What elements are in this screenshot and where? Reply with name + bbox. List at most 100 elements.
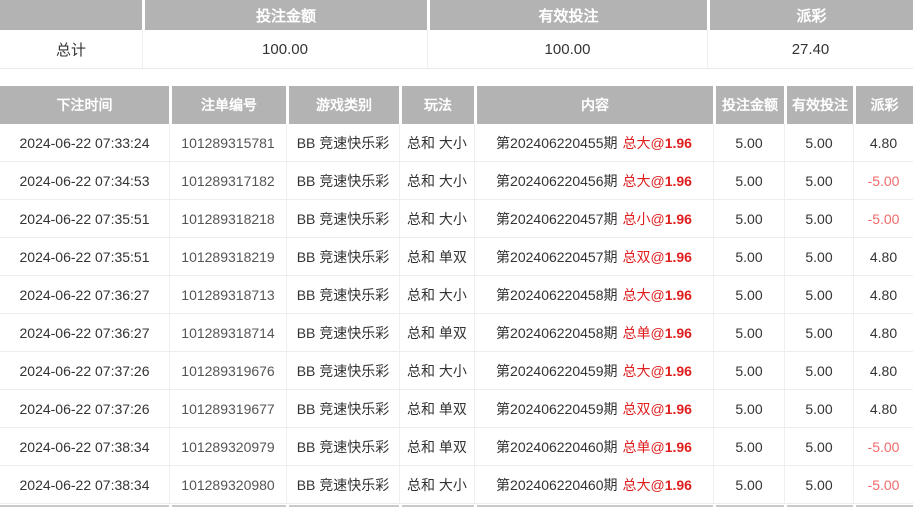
valid-bet-cell: 5.00	[784, 162, 853, 199]
summary-header-payout: 派彩	[707, 0, 913, 30]
column-header-play-type: 玩法	[399, 86, 474, 124]
table-row: 2024-06-22 07:35:51 101289318219 BB 竞速快乐…	[0, 238, 913, 276]
payout-cell: 4.80	[853, 390, 913, 427]
content-cell: 第202406220459期 总双 @ 1.96	[474, 390, 713, 427]
payout-cell: -5.00	[853, 466, 913, 503]
game-category-cell: BB 竞速快乐彩	[286, 124, 399, 161]
bet-records-header-row: 下注时间 注单编号 游戏类别 玩法 内容 投注金额 有效投注 派彩	[0, 86, 913, 124]
selection-label: 总单	[622, 324, 651, 341]
content-cell: 第202406220457期 总小 @ 1.96	[474, 200, 713, 237]
game-category-cell: BB 竞速快乐彩	[286, 428, 399, 465]
bet-amount-cell: 5.00	[713, 276, 784, 313]
valid-bet-cell: 5.00	[784, 390, 853, 427]
order-id-cell: 101289320980	[169, 466, 286, 503]
payout-cell: -5.00	[853, 162, 913, 199]
table-row: 2024-06-22 07:33:24 101289315781 BB 竞速快乐…	[0, 124, 913, 162]
bet-time-cell: 2024-06-22 07:37:26	[0, 390, 169, 427]
at-symbol: @	[650, 476, 665, 493]
valid-bet-cell: 5.00	[784, 200, 853, 237]
order-id-cell: 101289319677	[169, 390, 286, 427]
selection-label: 总双	[622, 248, 651, 265]
table-row: 2024-06-22 07:37:26 101289319677 BB 竞速快乐…	[0, 390, 913, 428]
valid-bet-cell: 5.00	[784, 352, 853, 389]
content-cell: 第202406220460期 总单 @ 1.96	[474, 428, 713, 465]
content-cell: 第202406220459期 总大 @ 1.96	[474, 352, 713, 389]
period-label: 第202406220457期	[496, 210, 618, 227]
at-symbol: @	[650, 438, 665, 455]
odds-value: 1.96	[664, 324, 692, 341]
play-type-cell: 总和 单双	[399, 238, 474, 275]
bet-time-cell: 2024-06-22 07:35:51	[0, 200, 169, 237]
bet-time-cell: 2024-06-22 07:36:27	[0, 314, 169, 351]
selection-label: 总小	[622, 210, 651, 227]
play-type-cell: 总和 大小	[399, 162, 474, 199]
play-type-cell: 总和 单双	[399, 390, 474, 427]
game-category-cell: BB 竞速快乐彩	[286, 162, 399, 199]
bet-time-cell: 2024-06-22 07:37:26	[0, 352, 169, 389]
at-symbol: @	[650, 134, 665, 151]
content-cell: 第202406220460期 总大 @ 1.96	[474, 466, 713, 503]
period-label: 第202406220457期	[496, 248, 618, 265]
valid-bet-cell: 5.00	[784, 314, 853, 351]
order-id-cell: 101289318714	[169, 314, 286, 351]
table-row: 2024-06-22 07:38:34 101289320979 BB 竞速快乐…	[0, 428, 913, 466]
order-id-cell: 101289315781	[169, 124, 286, 161]
selection-label: 总大	[622, 134, 651, 151]
table-row: 2024-06-22 07:37:26 101289319676 BB 竞速快乐…	[0, 352, 913, 390]
order-id-cell: 101289320979	[169, 428, 286, 465]
period-label: 第202406220458期	[496, 286, 618, 303]
summary-table: 投注金额 有效投注 派彩 总计 100.00 100.00 27.40	[0, 0, 913, 69]
summary-header-blank	[0, 0, 142, 30]
summary-total-label: 总计	[0, 30, 142, 68]
play-type-cell: 总和 单双	[399, 314, 474, 351]
valid-bet-cell: 5.00	[784, 466, 853, 503]
at-symbol: @	[650, 324, 665, 341]
period-label: 第202406220460期	[496, 476, 618, 493]
play-type-cell: 总和 单双	[399, 428, 474, 465]
order-id-cell: 101289319676	[169, 352, 286, 389]
bet-amount-cell: 5.00	[713, 352, 784, 389]
period-label: 第202406220459期	[496, 362, 618, 379]
column-header-payout: 派彩	[853, 86, 913, 124]
game-category-cell: BB 竞速快乐彩	[286, 390, 399, 427]
at-symbol: @	[650, 400, 665, 417]
play-type-cell: 总和 大小	[399, 200, 474, 237]
bet-records-table: 下注时间 注单编号 游戏类别 玩法 内容 投注金额 有效投注 派彩 2024-0…	[0, 86, 913, 504]
odds-value: 1.96	[664, 248, 692, 265]
bet-amount-cell: 5.00	[713, 428, 784, 465]
game-category-cell: BB 竞速快乐彩	[286, 238, 399, 275]
order-id-cell: 101289318218	[169, 200, 286, 237]
bet-amount-cell: 5.00	[713, 162, 784, 199]
odds-value: 1.96	[664, 476, 692, 493]
bet-records-body: 2024-06-22 07:33:24 101289315781 BB 竞速快乐…	[0, 124, 913, 504]
valid-bet-cell: 5.00	[784, 238, 853, 275]
game-category-cell: BB 竞速快乐彩	[286, 352, 399, 389]
table-row: 2024-06-22 07:34:53 101289317182 BB 竞速快乐…	[0, 162, 913, 200]
order-id-cell: 101289318219	[169, 238, 286, 275]
period-label: 第202406220456期	[496, 172, 618, 189]
column-header-bet-time: 下注时间	[0, 86, 169, 124]
order-id-cell: 101289318713	[169, 276, 286, 313]
section-gap	[0, 69, 913, 86]
bet-amount-cell: 5.00	[713, 124, 784, 161]
game-category-cell: BB 竞速快乐彩	[286, 200, 399, 237]
table-row: 2024-06-22 07:36:27 101289318714 BB 竞速快乐…	[0, 314, 913, 352]
bet-amount-cell: 5.00	[713, 390, 784, 427]
selection-label: 总大	[622, 362, 651, 379]
table-row: 2024-06-22 07:35:51 101289318218 BB 竞速快乐…	[0, 200, 913, 238]
summary-total-payout: 27.40	[707, 30, 913, 68]
bet-time-cell: 2024-06-22 07:38:34	[0, 466, 169, 503]
game-category-cell: BB 竞速快乐彩	[286, 314, 399, 351]
summary-total-row: 总计 100.00 100.00 27.40	[0, 30, 913, 69]
selection-label: 总大	[622, 476, 651, 493]
bet-time-cell: 2024-06-22 07:36:27	[0, 276, 169, 313]
bet-amount-cell: 5.00	[713, 314, 784, 351]
at-symbol: @	[650, 210, 665, 227]
bet-time-cell: 2024-06-22 07:35:51	[0, 238, 169, 275]
summary-header-row: 投注金额 有效投注 派彩	[0, 0, 913, 30]
table-row: 2024-06-22 07:38:34 101289320980 BB 竞速快乐…	[0, 466, 913, 504]
summary-header-valid-bet: 有效投注	[427, 0, 707, 30]
odds-value: 1.96	[664, 438, 692, 455]
valid-bet-cell: 5.00	[784, 428, 853, 465]
play-type-cell: 总和 大小	[399, 352, 474, 389]
